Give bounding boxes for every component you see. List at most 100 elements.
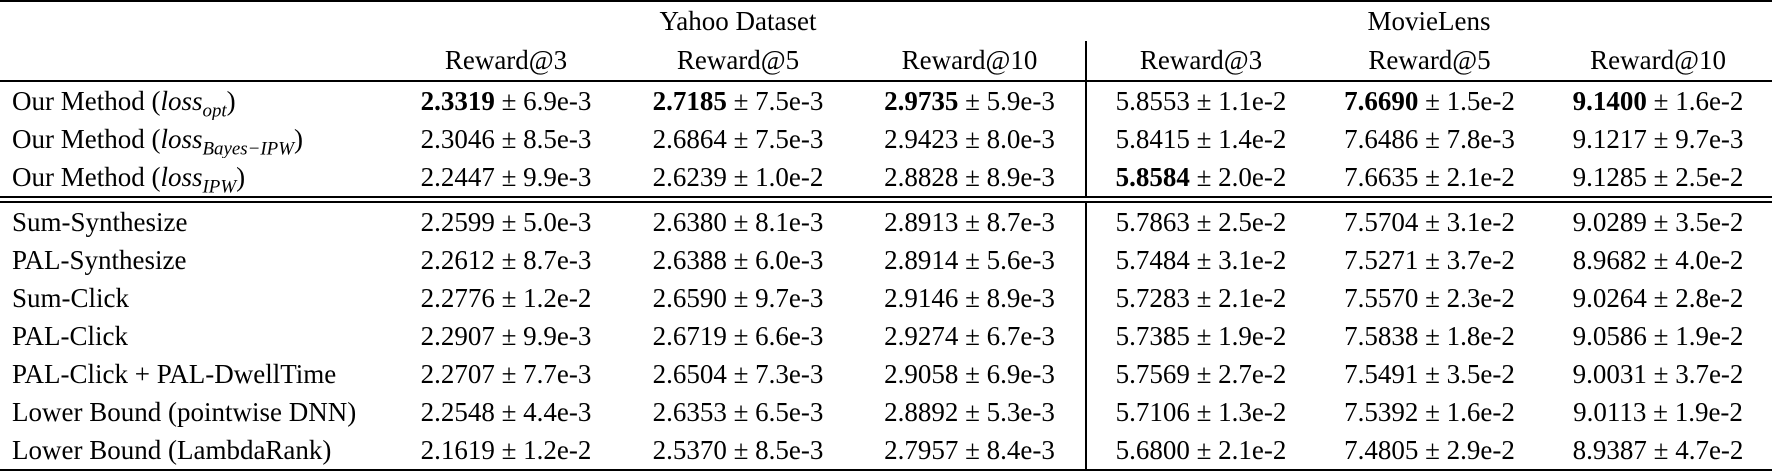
reward-value: 7.5704: [1344, 206, 1419, 237]
reward-cell-yahoo-5: 2.6388 ± 6.0e-3: [622, 241, 854, 279]
reward-value: 2.2776: [420, 282, 495, 313]
reward-value: 8.9387: [1572, 434, 1647, 465]
reward-stderr: ± 1.2e-2: [494, 434, 592, 465]
reward-value: 5.7484: [1115, 244, 1190, 275]
reward-stderr: ± 1.9e-2: [1646, 396, 1743, 427]
reward-stderr: ± 6.0e-3: [726, 244, 824, 275]
reward-value: 2.8914: [884, 244, 959, 275]
reward-cell-yahoo-5: 2.6239 ± 1.0e-2: [622, 158, 854, 203]
group-header-movielens: MovieLens: [1367, 6, 1491, 36]
reward-value: 5.8553: [1115, 85, 1190, 116]
table-row: PAL-Click + PAL-DwellTime 2.2707 ± 7.7e-…: [0, 355, 1772, 393]
reward-value: 9.0586: [1572, 320, 1647, 351]
table-row: Sum-Synthesize 2.2599 ± 5.0e-3 2.6380 ± …: [0, 199, 1772, 242]
reward-cell-movielens-5: 7.5570 ± 2.3e-2: [1315, 279, 1544, 317]
reward-cell-yahoo-10: 2.9146 ± 8.9e-3: [854, 279, 1086, 317]
reward-cell-movielens-3: 5.7385 ± 1.9e-2: [1085, 317, 1316, 355]
reward-value: 7.4805: [1344, 434, 1419, 465]
table-row: Lower Bound (pointwise DNN) 2.2548 ± 4.4…: [0, 393, 1772, 431]
reward-value: 5.6800: [1115, 434, 1190, 465]
reward-value: 2.3046: [420, 123, 495, 154]
reward-stderr: ± 8.9e-3: [958, 161, 1055, 192]
reward-cell-movielens-10: 8.9682 ± 4.0e-2: [1544, 241, 1772, 279]
reward-value: 8.9682: [1572, 244, 1647, 275]
reward-cell-movielens-5: 7.5491 ± 3.5e-2: [1315, 355, 1544, 393]
reward-cell-yahoo-10: 2.8914 ± 5.6e-3: [854, 241, 1086, 279]
reward-cell-movielens-3: 5.7283 ± 2.1e-2: [1085, 279, 1316, 317]
column-header-movielens-reward3: Reward@3: [1085, 41, 1316, 82]
method-label-text: PAL-Click: [12, 320, 129, 351]
reward-stderr: ± 2.1e-2: [1418, 161, 1515, 192]
reward-stderr: ± 9.7e-3: [1646, 123, 1744, 154]
reward-stderr: ± 8.7e-3: [958, 206, 1055, 237]
reward-cell-yahoo-5: 2.6380 ± 8.1e-3: [622, 200, 854, 242]
reward-cell-yahoo-3: 2.2599 ± 5.0e-3: [390, 200, 622, 242]
method-label-text: ): [236, 161, 246, 192]
reward-stderr: ± 2.9e-2: [1418, 434, 1515, 465]
reward-value: 5.8415: [1115, 123, 1190, 154]
method-label: Sum-Synthesize: [0, 200, 390, 242]
column-header-movielens-reward10: Reward@10: [1544, 41, 1772, 82]
reward-value: 2.3319: [420, 85, 495, 116]
corner-cell: [0, 41, 390, 82]
reward-stderr: ± 7.7e-3: [494, 358, 592, 389]
reward-value: 2.7185: [652, 85, 727, 116]
reward-stderr: ± 2.5e-2: [1189, 206, 1287, 237]
corner-cell: [0, 1, 390, 41]
reward-value: 2.9274: [884, 320, 959, 351]
reward-cell-movielens-5: 7.5392 ± 1.6e-2: [1315, 393, 1544, 431]
reward-cell-yahoo-10: 2.9423 ± 8.0e-3: [854, 120, 1086, 158]
reward-stderr: ± 5.6e-3: [958, 244, 1055, 275]
reward-cell-movielens-10: 9.1285 ± 2.5e-2: [1544, 158, 1772, 203]
method-label-text: PAL-Synthesize: [12, 244, 187, 275]
method-label-subscript: opt: [202, 99, 227, 120]
reward-value: 7.5271: [1344, 244, 1419, 275]
reward-cell-movielens-10: 9.0289 ± 3.5e-2: [1544, 200, 1772, 242]
reward-stderr: ± 2.5e-2: [1646, 161, 1744, 192]
reward-value: 2.2599: [420, 206, 495, 237]
reward-stderr: ± 1.1e-2: [1189, 85, 1287, 116]
reward-value: 2.2612: [420, 244, 495, 275]
reward-value: 2.2447: [420, 161, 495, 192]
reward-stderr: ± 8.4e-3: [958, 434, 1055, 465]
reward-stderr: ± 2.7e-2: [1189, 358, 1287, 389]
reward-cell-yahoo-10: 2.9058 ± 6.9e-3: [854, 355, 1086, 393]
method-label: Our Method (lossopt): [0, 81, 390, 120]
reward-value: 2.9058: [884, 358, 959, 389]
method-label: Sum-Click: [0, 279, 390, 317]
reward-value: 2.5370: [652, 434, 727, 465]
method-label: Our Method (lossIPW): [0, 158, 390, 203]
reward-cell-yahoo-3: 2.1619 ± 1.2e-2: [390, 431, 622, 470]
reward-cell-movielens-10: 9.0113 ± 1.9e-2: [1544, 393, 1772, 431]
reward-cell-yahoo-3: 2.2447 ± 9.9e-3: [390, 158, 622, 203]
reward-value: 7.6690: [1344, 85, 1419, 116]
reward-cell-movielens-10: 9.1400 ± 1.6e-2: [1544, 81, 1772, 120]
method-label-text: ): [226, 85, 236, 116]
reward-cell-yahoo-3: 2.2612 ± 8.7e-3: [390, 241, 622, 279]
reward-value: 7.5491: [1344, 358, 1419, 389]
reward-stderr: ± 5.0e-3: [494, 206, 592, 237]
table-row: Our Method (lossopt) 2.3319 ± 6.9e-3 2.7…: [0, 81, 1772, 120]
reward-stderr: ± 1.2e-2: [494, 282, 592, 313]
reward-stderr: ± 9.9e-3: [494, 161, 592, 192]
reward-stderr: ± 8.1e-3: [726, 206, 824, 237]
reward-cell-yahoo-5: 2.6590 ± 9.7e-3: [622, 279, 854, 317]
reward-stderr: ± 5.9e-3: [958, 85, 1055, 116]
reward-cell-yahoo-10: 2.8913 ± 8.7e-3: [854, 200, 1086, 242]
column-header-movielens-reward5: Reward@5: [1315, 41, 1545, 82]
reward-cell-yahoo-10: 2.7957 ± 8.4e-3: [854, 431, 1086, 470]
reward-stderr: ± 9.9e-3: [494, 320, 592, 351]
reward-stderr: ± 8.5e-3: [494, 123, 592, 154]
reward-cell-movielens-5: 7.5271 ± 3.7e-2: [1315, 241, 1544, 279]
reward-stderr: ± 2.1e-2: [1189, 282, 1287, 313]
reward-value: 2.9735: [884, 85, 959, 116]
reward-value: 9.0031: [1572, 358, 1647, 389]
reward-stderr: ± 7.5e-3: [726, 85, 824, 116]
method-label-text: Lower Bound (LambdaRank): [12, 434, 332, 465]
method-label-math: loss: [160, 123, 203, 154]
method-label: Lower Bound (pointwise DNN): [0, 393, 390, 431]
reward-value: 2.6239: [652, 161, 727, 192]
reward-cell-movielens-3: 5.7863 ± 2.5e-2: [1085, 199, 1316, 241]
reward-value: 2.9423: [884, 123, 959, 154]
reward-stderr: ± 4.4e-3: [494, 396, 592, 427]
